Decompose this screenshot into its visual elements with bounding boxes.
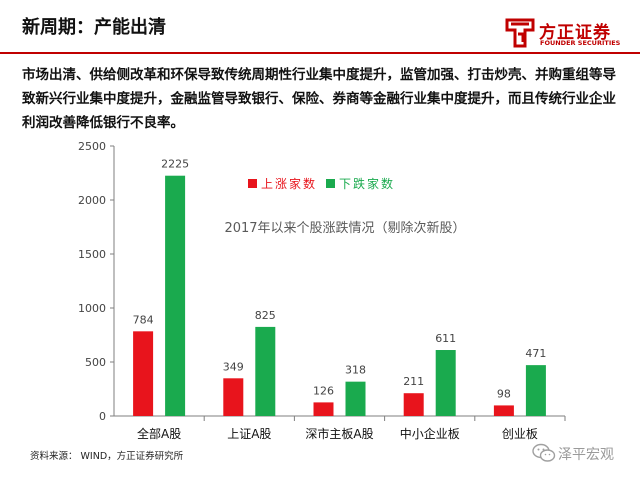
data-label: 318 (345, 364, 366, 377)
legend-swatch (248, 179, 257, 188)
legend-swatch (326, 179, 335, 188)
data-label: 98 (497, 387, 511, 400)
bar-chart: 0 500 1000 1500 2000 2500 784 2225 全部A股 349 825 上证A… (78, 140, 566, 441)
wechat-watermark: 泽平宏观 (532, 440, 632, 470)
bar-rise (403, 393, 424, 416)
bar-rise (313, 402, 334, 416)
y-tick-label: 1000 (78, 302, 106, 315)
legend-label: 下跌家数 (339, 176, 395, 191)
source-note: 资料来源： WIND，方正证券研究所 (30, 451, 184, 462)
y-tick-label: 2000 (78, 194, 106, 207)
bar-fall (435, 350, 456, 416)
title-divider (0, 52, 640, 54)
y-tick-label: 0 (99, 410, 106, 423)
x-tick-label: 创业板 (502, 427, 538, 441)
y-tick-label: 500 (85, 356, 106, 369)
data-label: 349 (223, 360, 244, 373)
bar-fall (525, 365, 546, 416)
bar-fall (255, 326, 276, 416)
header: 新周期：产能出清 方正证券 FOUNDER SECURITIES (0, 0, 640, 56)
page-title: 新周期：产能出清 (22, 17, 166, 38)
brand-logo: 方正证券 FOUNDER SECURITIES (505, 18, 629, 52)
logo-english-name: FOUNDER SECURITIES (540, 39, 621, 47)
bar-rise (133, 331, 154, 416)
y-tick-label: 1500 (78, 248, 106, 261)
data-label: 471 (525, 347, 546, 360)
chart-title: 2017年以来个股涨跌情况（剔除次新股） (224, 220, 465, 236)
data-label: 784 (133, 313, 154, 326)
chart-container: 0 500 1000 1500 2000 2500 784 2225 全部A股 349 825 上证A… (0, 130, 640, 450)
x-tick-label: 上证A股 (227, 427, 271, 441)
bar-fall (165, 175, 186, 416)
legend-label: 上涨家数 (261, 176, 317, 191)
x-tick-label: 全部A股 (137, 426, 181, 441)
data-label: 211 (403, 375, 424, 388)
y-tick-label: 2500 (78, 140, 106, 153)
bar-fall (345, 381, 366, 416)
logo-chinese-name: 方正证券 (539, 23, 611, 43)
data-label: 126 (313, 384, 334, 397)
x-tick-label: 深市主板A股 (305, 426, 373, 441)
wechat-icon (532, 443, 556, 462)
data-label: 825 (255, 309, 276, 322)
description-paragraph: 市场出清、供给侧改革和环保导致传统周期性行业集中度提升，监管加强、打击炒壳、并购… (22, 67, 616, 131)
bar-rise (493, 405, 514, 416)
watermark-text: 泽平宏观 (558, 447, 614, 463)
data-label: 2225 (161, 158, 189, 171)
founder-logo-icon (505, 18, 535, 48)
bar-rise (223, 378, 244, 416)
x-tick-label: 中小企业板 (400, 426, 460, 441)
data-label: 611 (435, 332, 456, 345)
